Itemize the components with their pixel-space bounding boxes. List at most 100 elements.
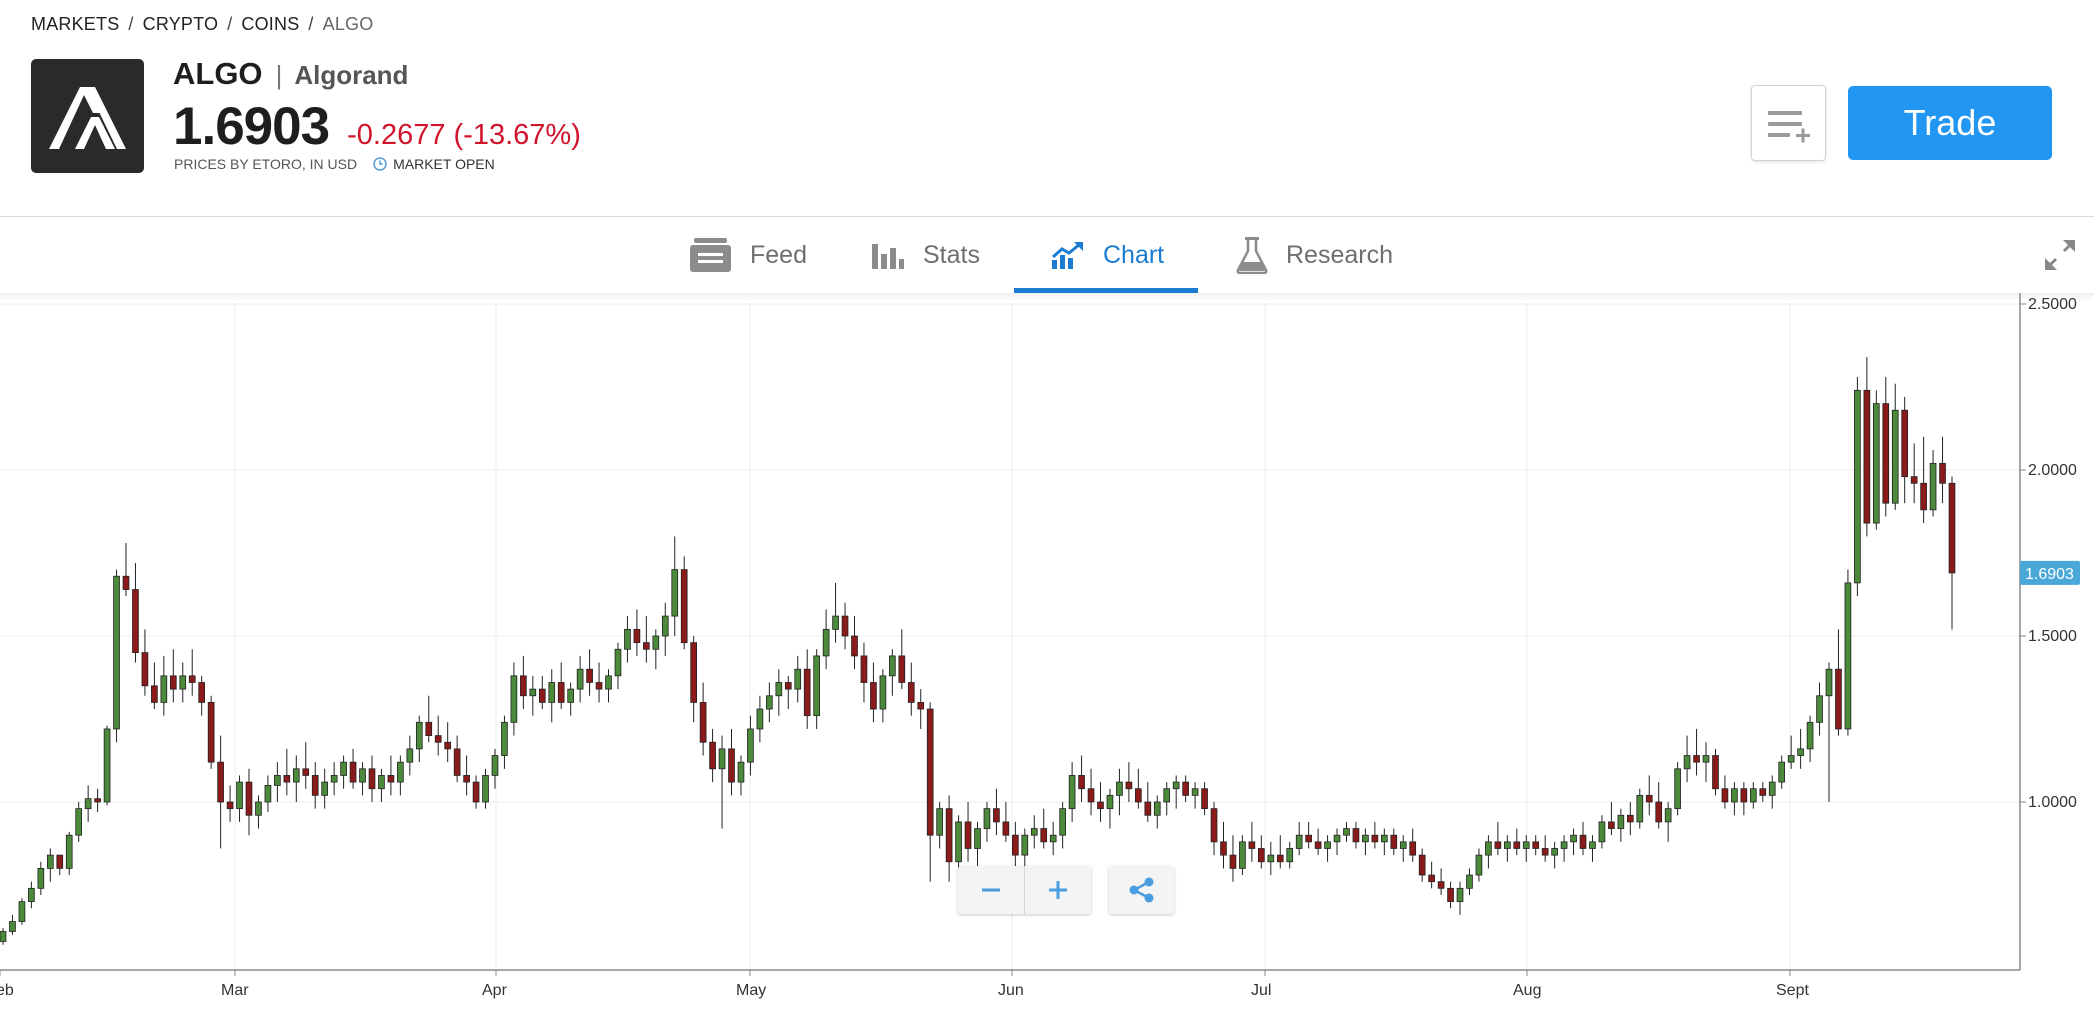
zoom-out-button[interactable]	[958, 866, 1024, 914]
candle	[1466, 868, 1473, 895]
share-icon	[1129, 877, 1153, 903]
price-row: 1.6903 -0.2677 (-13.67%)	[173, 96, 581, 157]
candle-body-up	[1825, 668, 1833, 697]
candle-body-up	[1551, 848, 1558, 856]
breadcrumb-markets[interactable]: MARKETS	[31, 14, 120, 34]
candle-body-up	[1021, 834, 1029, 856]
breadcrumb-coins[interactable]: COINS	[241, 14, 300, 34]
candle	[936, 802, 943, 849]
price-chart[interactable]: 2.5000 2.0000 1.5000 1.0000 eb Mar Apr May Jun Ju…	[0, 293, 2094, 1014]
candle-body-down	[1920, 482, 1927, 511]
candle	[1560, 835, 1568, 862]
candle	[680, 556, 688, 650]
candle	[122, 543, 130, 597]
candle-body-down	[434, 735, 442, 743]
share-button[interactable]	[1109, 866, 1174, 914]
candle	[283, 748, 291, 796]
trade-button[interactable]: Trade	[1848, 86, 2052, 160]
candle	[586, 649, 593, 696]
candle-body-up	[37, 868, 45, 889]
candle	[605, 669, 612, 703]
candle	[1759, 782, 1767, 802]
add-to-watchlist-button[interactable]	[1751, 85, 1826, 161]
candle-body-down	[122, 575, 130, 590]
stats-icon	[872, 244, 904, 269]
candle	[510, 662, 518, 736]
tab-stats-label: Stats	[923, 240, 980, 269]
candle-body-down	[217, 761, 224, 803]
candle	[1002, 802, 1010, 842]
candle	[1532, 835, 1540, 856]
candle	[1390, 828, 1398, 856]
candle-body-up	[652, 635, 660, 650]
candle-body-up	[179, 675, 187, 690]
candle	[330, 762, 338, 796]
candle-body-down	[368, 768, 376, 790]
tab-stats[interactable]: Stats	[871, 217, 980, 293]
candle-body-down	[311, 775, 319, 796]
candle-body-down	[1939, 462, 1946, 484]
candle	[860, 642, 868, 703]
candle-body-down	[141, 652, 149, 687]
candle	[321, 768, 329, 809]
candle	[822, 609, 830, 670]
candle-body-down	[595, 682, 603, 690]
candle-body-up	[378, 775, 385, 790]
candle	[766, 682, 773, 723]
candle-body-down	[926, 708, 934, 836]
candle-body-up	[1172, 781, 1180, 790]
candle-body-up	[292, 768, 300, 783]
candle-body-up	[510, 675, 518, 723]
candle-body-up	[491, 755, 499, 776]
candle-body-down	[349, 761, 357, 783]
candle	[368, 755, 376, 802]
candle-body-down	[728, 748, 735, 783]
candle	[217, 735, 224, 849]
candle	[889, 649, 896, 696]
candle	[302, 742, 310, 789]
chart-top-shadow	[0, 293, 2094, 301]
candle	[737, 755, 745, 796]
candle	[1305, 821, 1312, 849]
candle-body-down	[425, 721, 433, 737]
tab-feed[interactable]: Feed	[689, 217, 807, 293]
chart-grid	[0, 303, 2020, 970]
candle	[1872, 390, 1880, 530]
candle-body-down	[226, 801, 234, 810]
breadcrumb-crypto[interactable]: CRYPTO	[142, 14, 219, 34]
candle-body-up	[737, 761, 745, 783]
candle-body-up	[822, 628, 830, 657]
tab-research[interactable]: Research	[1236, 217, 1393, 293]
candle	[1683, 735, 1691, 783]
candle	[1409, 828, 1417, 862]
candle-body-up	[415, 721, 423, 750]
candle	[179, 662, 187, 703]
candle-body-up	[1929, 462, 1937, 511]
candle-body-up	[1380, 834, 1388, 843]
candlestick-chart[interactable]: 2.5000 2.0000 1.5000 1.0000 eb Mar Apr May Jun Ju…	[0, 293, 2094, 1014]
candle	[520, 655, 527, 710]
candle-body-down	[1645, 794, 1653, 803]
tab-chart[interactable]: Chart	[1051, 217, 1164, 293]
candle	[1825, 662, 1833, 802]
candle-body-up	[1106, 794, 1114, 810]
candle-body-down	[387, 775, 395, 783]
candle	[1220, 821, 1227, 869]
candle	[1712, 748, 1719, 796]
candle-body-up	[103, 728, 111, 803]
candle	[56, 854, 64, 876]
candle-body-up	[936, 808, 943, 836]
candle	[557, 662, 565, 710]
zoom-in-button[interactable]	[1024, 866, 1090, 914]
candle	[1201, 782, 1208, 816]
breadcrumb-separator: /	[227, 14, 233, 34]
candle	[1522, 835, 1530, 862]
expand-icon[interactable]	[2042, 237, 2078, 273]
candle-body-up	[264, 784, 272, 803]
candle-body-down	[1220, 841, 1227, 856]
candle-body-down	[1097, 801, 1104, 810]
candle-body-down	[1390, 834, 1398, 849]
candle	[671, 536, 679, 636]
candle	[1125, 762, 1133, 802]
candle-body-up	[529, 688, 537, 697]
